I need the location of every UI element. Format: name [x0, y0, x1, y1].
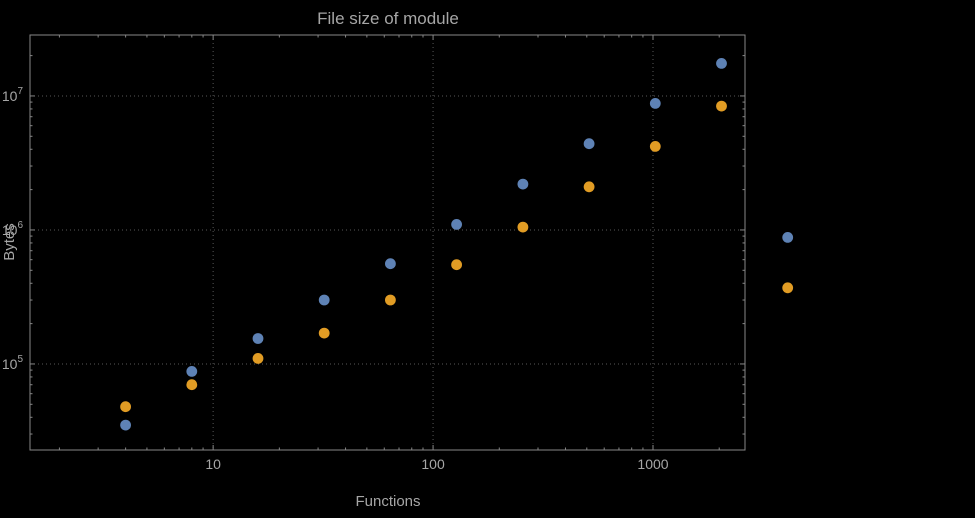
- plot-frame: [29, 34, 746, 451]
- data-point-blue: [451, 219, 462, 230]
- gridlines-layer: [30, 35, 745, 450]
- data-point-orange: [583, 181, 595, 193]
- x-tick-label: 1000: [637, 456, 668, 472]
- data-point-blue: [716, 58, 727, 69]
- data-point-blue: [583, 138, 595, 150]
- y-tick-label: 107: [2, 86, 24, 104]
- data-point-orange: [120, 401, 131, 413]
- y-axis-label: Bytes: [1, 223, 18, 261]
- data-point-blue: [649, 98, 661, 109]
- data-point-orange: [517, 221, 529, 233]
- x-tick-label: 10: [205, 456, 221, 472]
- data-point-blue: [186, 366, 198, 377]
- data-point-orange: [252, 353, 264, 364]
- data-point-orange: [385, 294, 396, 306]
- y-tick-label: 106: [2, 220, 24, 238]
- data-point-orange: [649, 141, 661, 152]
- data-point-orange: [186, 379, 198, 391]
- data-point-blue: [318, 294, 330, 306]
- x-axis-label: Functions: [355, 493, 420, 510]
- x-tick-labels: 10 100 1000: [205, 456, 668, 472]
- y-tick-labels: 105 106 107: [2, 86, 24, 372]
- data-point-orange: [782, 282, 794, 294]
- data-point-orange: [318, 327, 330, 339]
- data-point-blue: [385, 258, 396, 270]
- ticks-layer: [30, 35, 745, 450]
- x-tick-label: 100: [421, 456, 445, 472]
- data-point-blue: [252, 333, 264, 344]
- data-point-orange: [451, 259, 462, 271]
- data-point-blue: [517, 178, 529, 190]
- chart-title: File size of module: [317, 9, 459, 28]
- y-tick-label: 105: [2, 354, 24, 372]
- data-point-orange: [716, 100, 727, 112]
- data-point-blue: [782, 232, 794, 243]
- points-layer: [120, 58, 794, 431]
- data-point-blue: [120, 419, 131, 431]
